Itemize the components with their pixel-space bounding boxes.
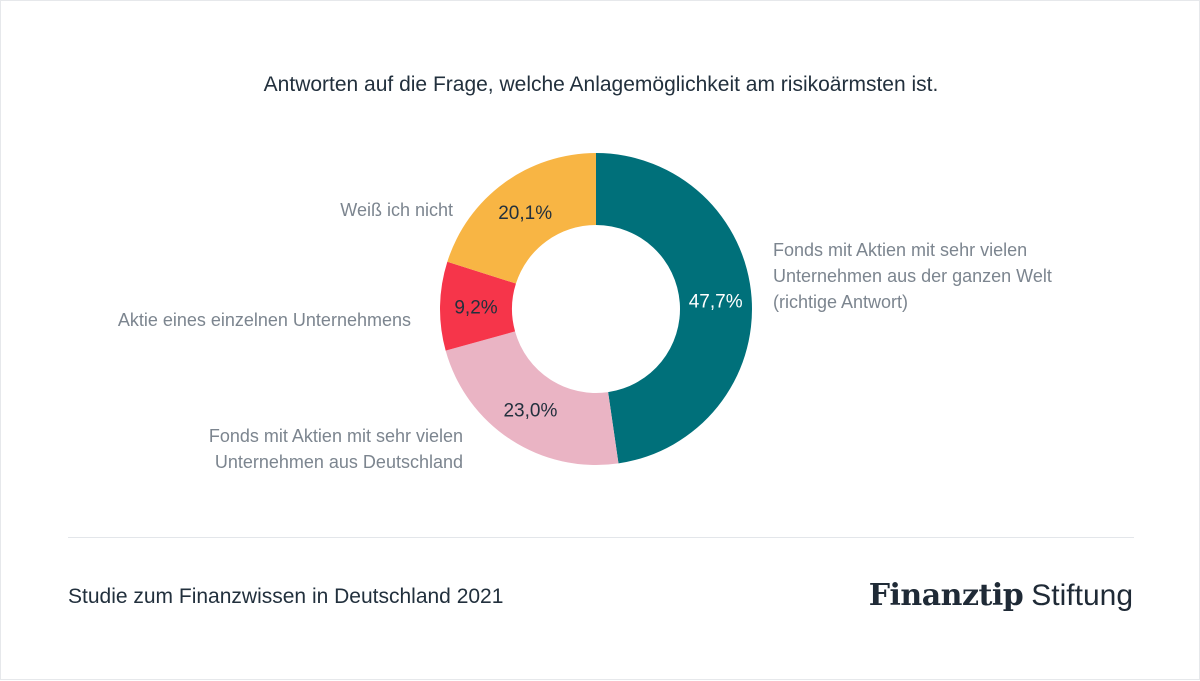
category-label-line: Fonds mit Aktien mit sehr vielen <box>209 426 463 446</box>
brand-name-regular: Stiftung <box>1031 579 1133 612</box>
slice-value-label: 9,2% <box>454 298 497 319</box>
category-label-line: (richtige Antwort) <box>773 292 908 312</box>
brand-logo: Finanztip Stiftung <box>869 578 1133 613</box>
slice-category-label: Aktie eines einzelnen Unternehmens <box>118 310 411 330</box>
category-label-line: Unternehmen aus Deutschland <box>215 452 463 472</box>
category-label-line: Unternehmen aus der ganzen Welt <box>773 266 1052 286</box>
slice-value-label: 47,7% <box>689 291 743 312</box>
donut-slice <box>440 261 516 351</box>
slice-value-label: 23,0% <box>503 401 557 422</box>
donut-slice <box>596 153 752 464</box>
brand-name-bold: Finanztip <box>868 578 1024 613</box>
donut-slice <box>445 331 619 465</box>
donut-slice <box>447 153 596 284</box>
slice-value-label: 20,1% <box>498 203 552 224</box>
slice-category-label: Fonds mit Aktien mit sehr vielen Unterneh… <box>773 240 1052 312</box>
footer-divider <box>68 537 1134 538</box>
slice-category-label: Weiß ich nicht <box>340 200 453 220</box>
category-label-line: Weiß ich nicht <box>340 200 453 220</box>
category-label-line: Fonds mit Aktien mit sehr vielen <box>773 240 1027 260</box>
source-note: Studie zum Finanzwissen in Deutschland 2… <box>68 585 504 608</box>
chart-title: Antworten auf die Frage, welche Anlagemö… <box>263 73 939 96</box>
slice-category-label: Fonds mit Aktien mit sehr vielen Unterneh… <box>209 426 463 472</box>
category-label-line: Aktie eines einzelnen Unternehmens <box>118 310 411 330</box>
